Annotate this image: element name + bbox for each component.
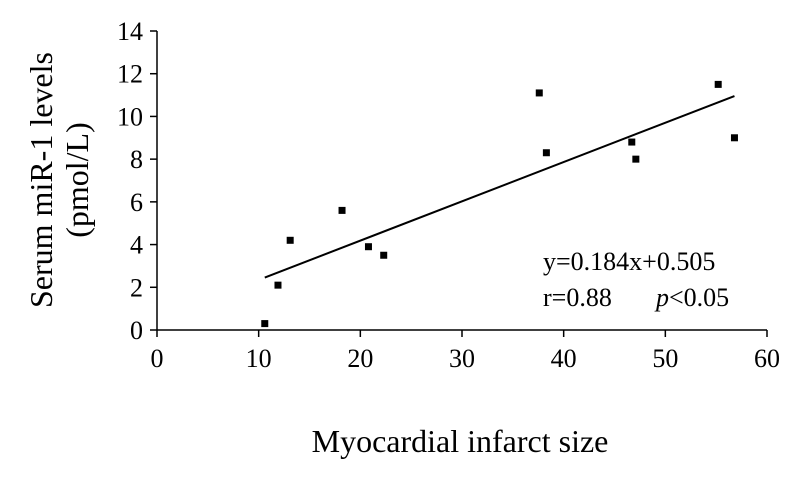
p-value-letter: p (654, 283, 669, 312)
data-point (632, 155, 640, 163)
x-tick-label: 40 (551, 344, 577, 373)
y-axis-title-line-1: Serum miR-1 levels (23, 52, 59, 308)
y-tick-label: 8 (130, 145, 143, 174)
p-value: p<0.05 (654, 283, 729, 312)
data-point (714, 80, 722, 88)
y-tick-label: 6 (130, 188, 143, 217)
x-tick-label: 50 (652, 344, 678, 373)
data-point (380, 251, 388, 259)
data-point (542, 149, 550, 157)
x-tick-label: 0 (151, 344, 164, 373)
y-tick-label: 2 (130, 273, 143, 302)
x-tick-label: 20 (347, 344, 373, 373)
data-point (274, 281, 282, 289)
x-axis-title: Myocardial infarct size (312, 423, 609, 459)
y-axis-title-line-2: (pmol/L) (59, 122, 95, 238)
data-point (286, 236, 294, 244)
y-tick-label: 12 (117, 60, 143, 89)
data-point (535, 89, 543, 97)
x-tick-label: 10 (246, 344, 272, 373)
y-tick-label: 0 (130, 316, 143, 345)
y-ticks: 0 2 4 6 8 10 12 14 (117, 17, 157, 345)
data-point (261, 320, 269, 328)
correlation-value: r=0.88 (543, 283, 612, 312)
data-point (364, 243, 372, 251)
regression-annotation: y=0.184x+0.505 r=0.88 p<0.05 (543, 247, 729, 312)
data-point (628, 138, 636, 146)
x-axis: 0 10 20 30 40 50 60 (151, 329, 780, 373)
regression-equation: y=0.184x+0.505 (543, 247, 715, 276)
y-axis: 0 2 4 6 8 10 12 14 (117, 17, 158, 345)
y-tick-label: 4 (130, 231, 143, 260)
data-points (261, 80, 738, 328)
y-tick-label: 10 (117, 102, 143, 131)
x-ticks: 0 10 20 30 40 50 60 (151, 330, 780, 373)
data-point (730, 134, 738, 142)
trend-line (264, 95, 735, 279)
data-point (338, 206, 346, 214)
p-value-threshold: <0.05 (669, 283, 729, 312)
y-tick-label: 14 (117, 17, 143, 46)
x-tick-label: 30 (449, 344, 475, 373)
x-tick-label: 60 (754, 344, 780, 373)
y-axis-title: Serum miR-1 levels (pmol/L) (23, 52, 95, 308)
